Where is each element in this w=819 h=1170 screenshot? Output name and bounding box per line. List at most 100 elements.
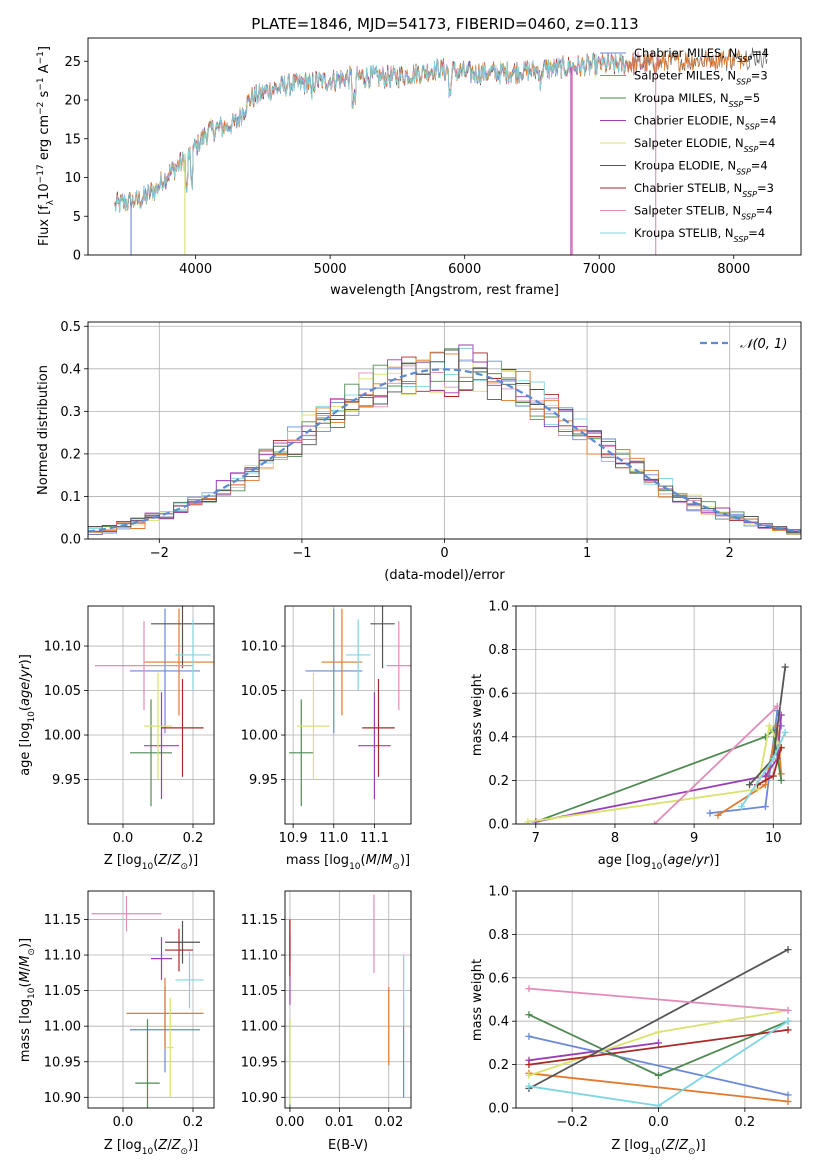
y-tick-label: 11.00: [241, 1020, 278, 1035]
x-tick-label: 0.0: [113, 1115, 134, 1130]
panel-mass_weight_vs_age: 7 8 9 10 0.0 0.2 0.4 0.6 0.8 1.0 age [log10(age/yr…: [470, 600, 802, 872]
y-tick-label: 0.0: [60, 533, 81, 548]
y-tick-label: 10.00: [241, 729, 278, 744]
x-tick-label: 0: [440, 546, 448, 561]
errorbar-point-1: [321, 608, 363, 716]
y-tick-label: 0: [73, 249, 81, 264]
x-tick-label: −2: [150, 546, 169, 561]
errorbar-point-2: [130, 699, 172, 807]
errorbar-point-1: [126, 977, 204, 1049]
weight-series-7: [525, 985, 792, 1014]
panel-mass_weight_vs_Z: −0.2 0.0 0.2 0.0 0.2 0.4 0.6 0.8 1.0 Z [log10(Z/Z…: [470, 885, 802, 1157]
legend-label-7: Salpeter STELIB, NSSP=4: [634, 204, 773, 222]
x-tick-label: 5000: [314, 262, 347, 277]
errorbar-point-8: [175, 951, 204, 1009]
errorbar-point-8: [345, 619, 371, 691]
errorbar-point-7: [95, 621, 193, 711]
plot-area: [91, 895, 204, 1108]
y-tick-label: 0.2: [488, 774, 509, 789]
x-tick-label: 0.0: [648, 1115, 669, 1130]
legend-label-6: Chabrier STELIB, NSSP=3: [634, 181, 774, 199]
y-tick-label: 11.15: [44, 913, 81, 928]
x-tick-label: 0.01: [325, 1115, 354, 1130]
x-axis-label: age [log10(age/yr)]: [598, 853, 720, 872]
errorbar-point-4: [144, 672, 172, 780]
legend-label-0: Chabrier MILES, NSSP=4: [634, 46, 769, 64]
y-tick-label: 0.8: [488, 928, 509, 943]
x-axis-label: Z [log10(Z/Z⊙)]: [104, 1138, 198, 1157]
errorbar-point-3: [151, 937, 172, 980]
errorbar-point-0: [305, 608, 363, 734]
y-tick-label: 1.0: [488, 885, 509, 900]
weight-series-3: [525, 1039, 662, 1064]
y-axis-label: Flux [fλ10−17 erg cm−2 s−1 A−1]: [36, 46, 56, 246]
x-axis-label: (data-model)/error: [384, 568, 505, 583]
y-tick-label: 10.90: [44, 1091, 81, 1106]
weight-series-2: [525, 1011, 792, 1079]
axes-frame: [284, 605, 412, 825]
y-axis-label: mass weight: [470, 674, 485, 756]
plot-area: [114, 47, 768, 255]
x-tick-label: 10: [765, 831, 782, 846]
axes-frame: [284, 890, 412, 1109]
plot-area: [289, 606, 411, 807]
y-tick-label: 10.95: [44, 1055, 81, 1070]
weight-series-0: [525, 1032, 792, 1099]
y-tick-label: 10.00: [44, 729, 81, 744]
errorbar-point-5: [370, 606, 395, 669]
errorbar-point-7: [386, 621, 411, 711]
y-tick-label: 20: [64, 94, 81, 109]
y-tick-label: 0.4: [488, 1015, 509, 1030]
spectrum-legend: Chabrier MILES, NSSP=4 Salpeter MILES, NS…: [600, 46, 776, 244]
x-tick-label: 7: [532, 831, 540, 846]
errorbar-point-5: [151, 606, 214, 669]
axes-frame: [515, 605, 802, 825]
x-tick-label: 8000: [717, 262, 750, 277]
y-tick-label: 25: [64, 55, 81, 70]
plots: 4000 5000 6000 7000 80000510152025wavelength…: [18, 37, 802, 1157]
panel-mass_vs_Z: 0.0 0.2 10.90 10.95 11.00 11.05 11.10 11.15 Z [l…: [18, 890, 215, 1157]
x-tick-label: 6000: [448, 262, 481, 277]
errorbar-point-6: [362, 678, 395, 777]
weight-series-6: [525, 1026, 792, 1069]
x-tick-label: 2: [726, 546, 734, 561]
y-tick-label: 10: [64, 171, 81, 186]
y-tick-label: 11.15: [241, 913, 278, 928]
x-tick-label: −0.2: [556, 1115, 588, 1130]
y-tick-label: 1.0: [488, 600, 509, 615]
legend-label-5: Kroupa ELODIE, NSSP=4: [634, 159, 768, 177]
y-tick-label: 0.5: [60, 320, 81, 335]
errorbar-point-0: [130, 608, 200, 734]
errorbar-point-4: [297, 672, 330, 780]
y-tick-label: 0.6: [488, 687, 509, 702]
plot-area: [88, 344, 801, 537]
y-tick-label: 11.05: [241, 984, 278, 999]
spectrum-line-8: [114, 53, 627, 214]
legend-label-3: Chabrier ELODIE, NSSP=4: [634, 114, 776, 132]
legend-label-1: Salpeter MILES, NSSP=3: [634, 69, 768, 87]
legend-label-8: Kroupa STELIB, NSSP=4: [634, 226, 765, 244]
y-tick-label: 0.3: [60, 405, 81, 420]
x-tick-label: 0.2: [735, 1115, 756, 1130]
x-axis-label: wavelength [Angstrom, rest frame]: [330, 283, 559, 298]
errorbar-point-3: [358, 692, 391, 800]
weight-series-2: [532, 726, 785, 824]
weight-series-7: [651, 702, 781, 824]
errorbar-point-6: [165, 928, 193, 972]
y-tick-label: 10.10: [44, 640, 81, 655]
x-axis-label: mass [log10(M/M⊙)]: [286, 853, 410, 872]
y-tick-label: 0.8: [488, 643, 509, 658]
x-axis-label: Z [log10(Z/Z⊙)]: [611, 1138, 705, 1157]
y-tick-label: 0.4: [60, 362, 81, 377]
panel-residuals: −2 −1 0 1 2 0.0 0.1 0.2 0.3 0.4 0.5 (data-model)/er…: [36, 320, 802, 583]
panel-age_vs_mass: 10.9 11.0 11.1 9.95 10.00 10.05 10.10 mass [log…: [241, 605, 412, 872]
y-tick-label: 11.00: [44, 1020, 81, 1035]
y-axis-label: mass weight: [470, 959, 485, 1041]
x-tick-label: 7000: [583, 262, 616, 277]
y-tick-label: 11.10: [44, 949, 81, 964]
plot-area: [524, 663, 789, 824]
y-axis-label: Normed distribution: [36, 365, 51, 495]
errorbar-point-2: [289, 699, 314, 807]
plot-area: [289, 894, 405, 1108]
